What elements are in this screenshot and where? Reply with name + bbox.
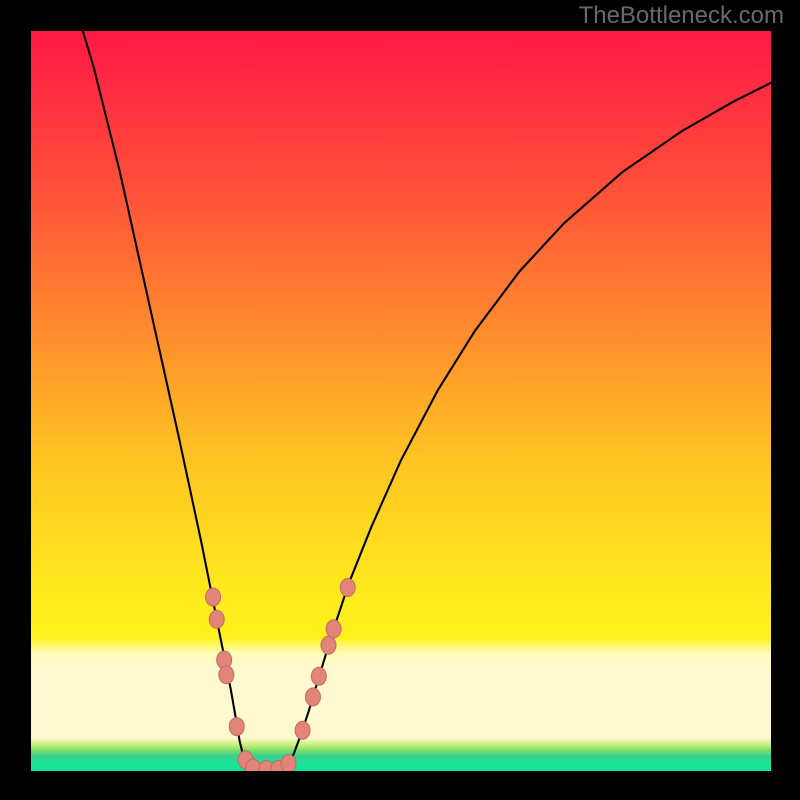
marker-point bbox=[206, 588, 221, 606]
marker-point bbox=[219, 666, 234, 684]
marker-point bbox=[295, 721, 310, 739]
marker-point bbox=[321, 636, 336, 654]
outer-frame: TheBottleneck.com bbox=[0, 0, 800, 800]
marker-point bbox=[229, 718, 244, 736]
marker-point bbox=[340, 578, 355, 596]
marker-point bbox=[209, 610, 224, 628]
marker-point bbox=[311, 667, 326, 685]
gradient-background bbox=[31, 31, 771, 771]
watermark-text: TheBottleneck.com bbox=[579, 2, 784, 30]
marker-point bbox=[326, 620, 341, 638]
marker-point bbox=[281, 755, 296, 773]
marker-point bbox=[246, 759, 261, 777]
chart-svg bbox=[0, 0, 800, 800]
marker-point bbox=[305, 688, 320, 706]
